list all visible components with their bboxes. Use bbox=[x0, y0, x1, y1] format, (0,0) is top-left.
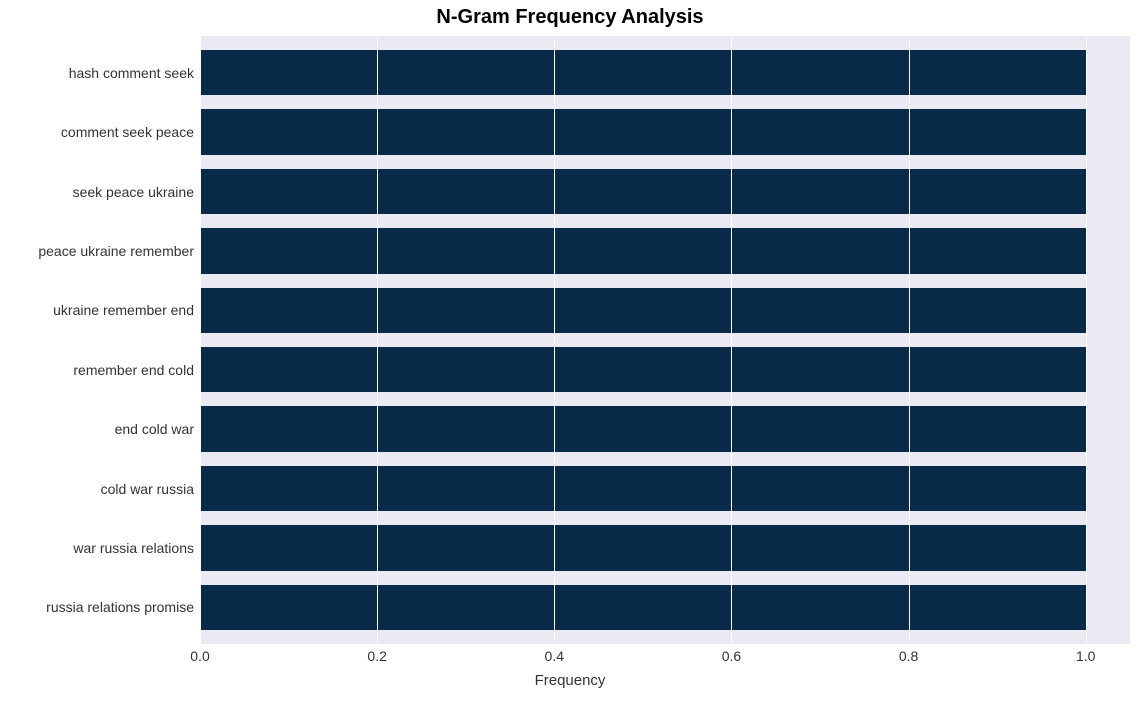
grid-line bbox=[909, 36, 910, 644]
bar bbox=[200, 288, 1086, 333]
grid-line bbox=[200, 36, 201, 644]
y-tick-label: peace ukraine remember bbox=[4, 243, 194, 259]
bar-row bbox=[200, 169, 1130, 214]
y-tick-label: hash comment seek bbox=[4, 65, 194, 81]
y-tick-label: war russia relations bbox=[4, 540, 194, 556]
y-tick-label: russia relations promise bbox=[4, 599, 194, 615]
bar-row bbox=[200, 50, 1130, 95]
y-tick-label: cold war russia bbox=[4, 481, 194, 497]
bar bbox=[200, 50, 1086, 95]
bar bbox=[200, 525, 1086, 570]
bar bbox=[200, 109, 1086, 154]
chart-title: N-Gram Frequency Analysis bbox=[0, 6, 1140, 29]
bar bbox=[200, 169, 1086, 214]
bar bbox=[200, 466, 1086, 511]
bar-row bbox=[200, 288, 1130, 333]
bar-row bbox=[200, 525, 1130, 570]
bar bbox=[200, 585, 1086, 630]
y-tick-label: end cold war bbox=[4, 421, 194, 437]
plot-area bbox=[200, 36, 1130, 644]
x-tick-label: 0.6 bbox=[722, 648, 741, 664]
bar bbox=[200, 228, 1086, 273]
bar-row bbox=[200, 347, 1130, 392]
y-tick-label: remember end cold bbox=[4, 362, 194, 378]
bar-row bbox=[200, 406, 1130, 451]
bar-row bbox=[200, 466, 1130, 511]
x-tick-label: 0.0 bbox=[190, 648, 209, 664]
x-tick-label: 0.8 bbox=[899, 648, 918, 664]
grid-line bbox=[377, 36, 378, 644]
ngram-frequency-chart: N-Gram Frequency Analysis Frequency 0.0 0… bbox=[0, 0, 1140, 701]
grid-line bbox=[731, 36, 732, 644]
y-tick-label: seek peace ukraine bbox=[4, 184, 194, 200]
grid-line bbox=[1086, 36, 1087, 644]
x-tick-label: 0.2 bbox=[367, 648, 386, 664]
bar-row bbox=[200, 228, 1130, 273]
bar bbox=[200, 406, 1086, 451]
x-tick-label: 0.4 bbox=[545, 648, 564, 664]
y-tick-label: ukraine remember end bbox=[4, 302, 194, 318]
bars-holder bbox=[200, 36, 1130, 644]
y-tick-label: comment seek peace bbox=[4, 124, 194, 140]
x-axis-label: Frequency bbox=[0, 672, 1140, 689]
x-tick-label: 1.0 bbox=[1076, 648, 1095, 664]
grid-line bbox=[554, 36, 555, 644]
bar-row bbox=[200, 109, 1130, 154]
bar-row bbox=[200, 585, 1130, 630]
bar bbox=[200, 347, 1086, 392]
